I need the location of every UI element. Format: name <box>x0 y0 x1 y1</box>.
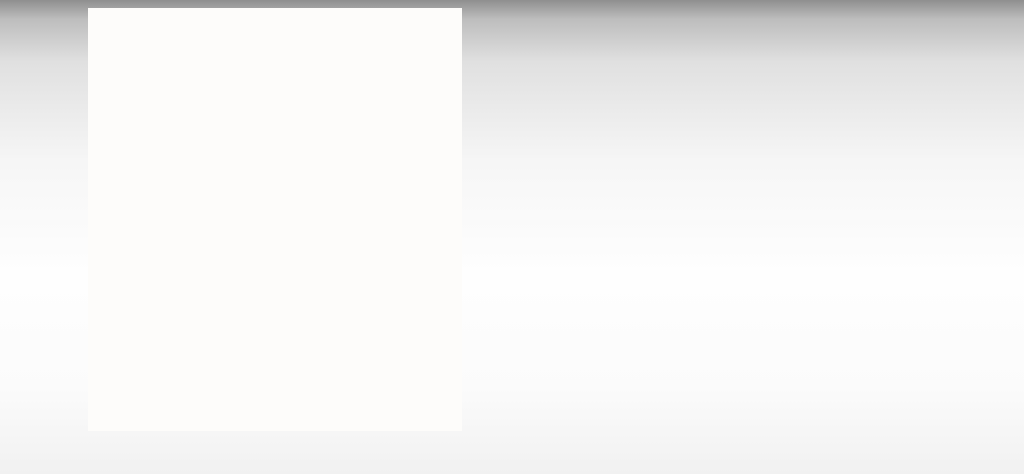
plot-goods-south <box>88 8 462 431</box>
plot-background <box>88 8 462 431</box>
